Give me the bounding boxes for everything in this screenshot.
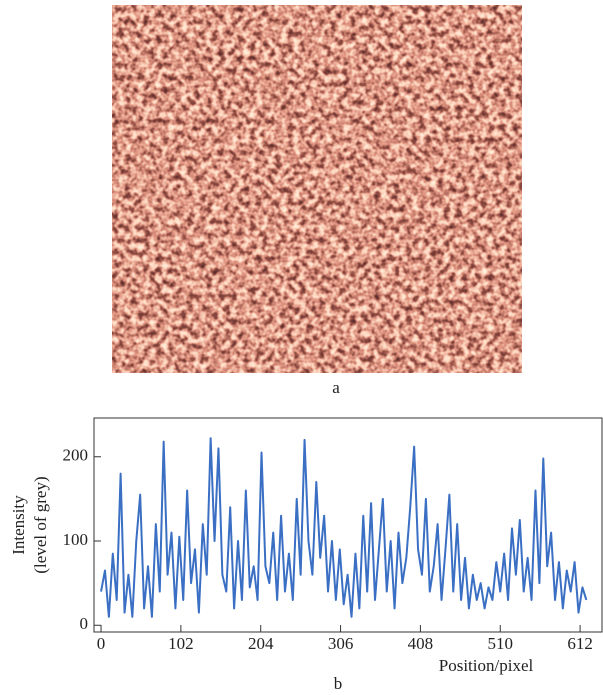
x-tick-label: 102 [168, 634, 194, 653]
plot-frame [93, 417, 603, 633]
chart: Intensity (level of grey) Position/pixel… [9, 417, 603, 675]
x-tick-label: 510 [487, 634, 513, 653]
x-tick-label: 204 [248, 634, 274, 653]
image-caption: a [332, 378, 340, 397]
x-tick-label: 0 [97, 634, 106, 653]
x-tick-label: 408 [408, 634, 434, 653]
x-axis-label: Position/pixel [439, 656, 534, 675]
y-tick-label: 0 [80, 614, 89, 633]
x-tick-label: 612 [567, 634, 593, 653]
speckle-image [112, 5, 522, 373]
y-tick-label: 100 [63, 530, 89, 549]
data-line [100, 437, 588, 618]
x-tick-label: 306 [328, 634, 354, 653]
y-axis-label: (level of grey) [31, 476, 50, 573]
y-axis-label: Intensity [9, 495, 28, 555]
chart-caption: b [334, 674, 343, 693]
y-tick-label: 200 [63, 446, 89, 465]
